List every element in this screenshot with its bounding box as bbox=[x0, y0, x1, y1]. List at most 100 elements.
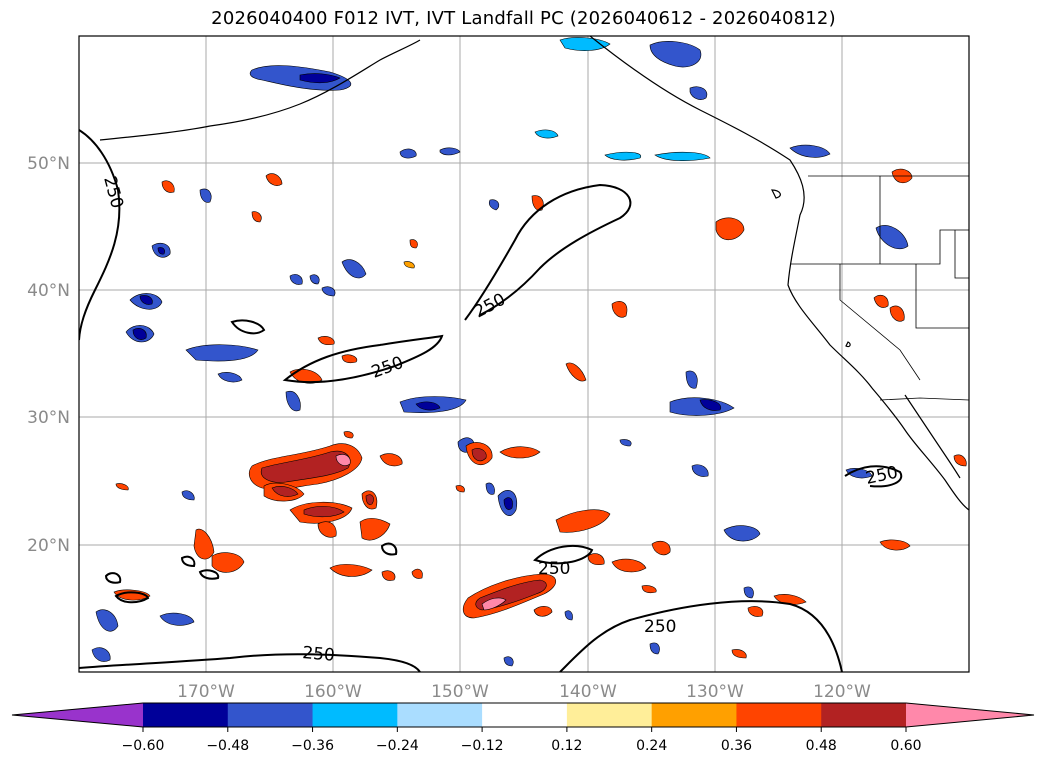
lon-label: 150°W bbox=[431, 682, 489, 702]
contour-label: 250 bbox=[471, 290, 509, 323]
ivt-250-contour bbox=[79, 129, 121, 341]
colorbar-segment bbox=[227, 703, 314, 727]
colorbar-segment bbox=[397, 703, 483, 727]
red-blob bbox=[533, 606, 553, 617]
colorbar-segment bbox=[651, 703, 737, 727]
red-blob bbox=[889, 305, 905, 322]
blue-blob bbox=[503, 497, 513, 510]
colorbar-tick-label: 0.36 bbox=[721, 738, 752, 754]
blue-blob bbox=[399, 148, 417, 159]
ivt-250-contour bbox=[844, 465, 903, 488]
ivt-250-contour bbox=[114, 591, 150, 604]
darkred-blob bbox=[260, 450, 351, 483]
blue-blob bbox=[289, 274, 303, 285]
colorbar-extend-low bbox=[12, 703, 143, 727]
ivt-250-contour bbox=[79, 653, 421, 672]
map-area: 250 250 250 250 250 250 250 bbox=[79, 36, 969, 672]
island bbox=[771, 189, 781, 199]
darkred-blob bbox=[471, 448, 487, 462]
ivt-250-contour bbox=[380, 542, 398, 556]
colorbar-segment bbox=[482, 703, 568, 727]
blue-blob bbox=[699, 399, 722, 411]
red-blob bbox=[379, 453, 403, 467]
state-borders bbox=[790, 175, 969, 401]
blue-blob bbox=[743, 586, 754, 599]
ivt-250-contour bbox=[230, 319, 266, 335]
blue-blob bbox=[91, 647, 111, 662]
blue-blob bbox=[564, 610, 573, 621]
blue-blob bbox=[649, 642, 660, 655]
blue-blob bbox=[619, 439, 632, 447]
blue-blob bbox=[691, 464, 709, 477]
ivt-250-contour bbox=[282, 334, 444, 383]
red-blob bbox=[651, 540, 671, 556]
red-blob bbox=[343, 431, 354, 439]
blue-blob bbox=[534, 129, 559, 139]
colorbar-tick-label: −0.12 bbox=[461, 738, 504, 754]
blue-blob bbox=[181, 490, 195, 501]
blue-blob bbox=[723, 525, 761, 542]
red-blob bbox=[409, 239, 418, 249]
ivt-250-contour bbox=[104, 572, 122, 584]
red-blob bbox=[587, 553, 605, 566]
colorbar-segment bbox=[566, 703, 653, 727]
blue-blob bbox=[559, 37, 611, 51]
blue-blob bbox=[669, 397, 735, 416]
red-blob bbox=[251, 211, 262, 223]
blue-blob bbox=[132, 328, 147, 340]
blue-blob bbox=[285, 390, 301, 412]
colorbar-ticks: −0.60 −0.48 −0.36 −0.24 −0.12 0.12 0.24 0.36 0.4… bbox=[122, 727, 922, 754]
red-blob bbox=[317, 521, 337, 538]
red-blob bbox=[555, 509, 611, 533]
ivt-250-contour bbox=[198, 569, 220, 580]
lat-label: 20°N bbox=[27, 536, 70, 556]
positive-pc-regions bbox=[113, 168, 967, 659]
colorbar-tick-label: 0.60 bbox=[890, 738, 921, 754]
pink-blob bbox=[481, 597, 507, 611]
blue-blob bbox=[604, 151, 642, 161]
red-blob bbox=[715, 217, 745, 241]
blue-blob bbox=[654, 151, 711, 161]
blue-blob bbox=[689, 86, 708, 100]
red-blob bbox=[193, 528, 215, 560]
colorbar-segments bbox=[12, 703, 1034, 727]
coastlines bbox=[99, 36, 969, 511]
map-frame bbox=[78, 35, 970, 673]
red-blob bbox=[731, 649, 747, 659]
lon-label: 160°W bbox=[304, 682, 362, 702]
blue-blob bbox=[485, 482, 495, 495]
red-blob bbox=[565, 362, 587, 382]
darkred-blob bbox=[271, 486, 299, 497]
contour-label: 250 bbox=[369, 353, 406, 383]
alaska-coast bbox=[99, 39, 421, 141]
ivt-250-contour bbox=[464, 183, 632, 321]
colorbar: −0.60 −0.48 −0.36 −0.24 −0.12 0.12 0.24 0.36 0.4… bbox=[11, 702, 1035, 754]
red-blob bbox=[381, 570, 396, 581]
red-blob bbox=[265, 173, 283, 186]
contour-label: 250 bbox=[302, 643, 336, 666]
blue-blob bbox=[199, 188, 212, 203]
red-blob bbox=[531, 195, 544, 211]
blue-blob bbox=[299, 73, 341, 84]
colorbar-tick-label: −0.36 bbox=[291, 738, 334, 754]
blue-blob bbox=[875, 225, 909, 250]
red-blob bbox=[611, 558, 647, 573]
pink-blob bbox=[335, 454, 351, 466]
red-blob bbox=[329, 564, 373, 577]
colorbar-tick-label: −0.24 bbox=[376, 738, 419, 754]
lat-label: 30°N bbox=[27, 408, 70, 428]
negative-pc-regions bbox=[91, 37, 909, 667]
lat-label: 40°N bbox=[27, 281, 70, 301]
contour-label: 250 bbox=[538, 559, 570, 579]
colorbar-extend-high bbox=[906, 703, 1034, 727]
ivt-250-contour bbox=[533, 544, 594, 565]
ivt-250-contour bbox=[180, 555, 196, 568]
red-blob bbox=[403, 261, 415, 269]
darkred-blob bbox=[365, 494, 374, 505]
blue-blob bbox=[439, 147, 461, 156]
baja-coast bbox=[904, 394, 961, 479]
blue-blob bbox=[488, 199, 500, 211]
blue-blob bbox=[157, 247, 165, 255]
blue-blob bbox=[217, 372, 243, 383]
darkred-blob bbox=[303, 506, 345, 518]
